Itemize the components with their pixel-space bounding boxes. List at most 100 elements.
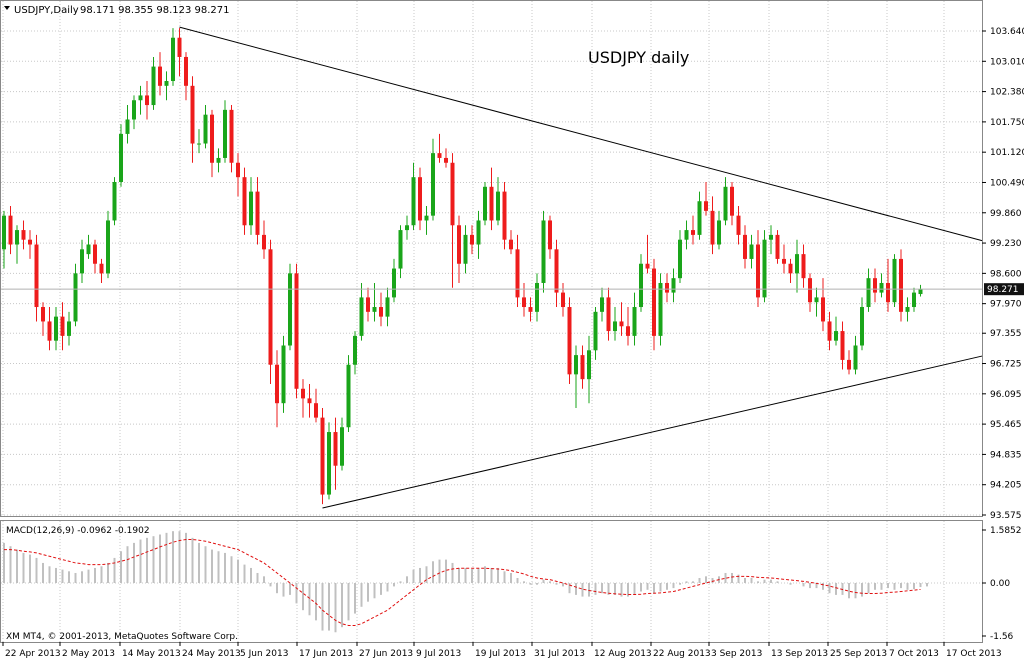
candle-bearish — [665, 273, 669, 303]
y-tick-label: 101.750 — [990, 118, 1024, 128]
candle-bullish — [138, 85, 143, 115]
candle-body — [918, 289, 923, 295]
x-tick-label: 31 Jul 2013 — [534, 649, 585, 659]
candle-body — [899, 258, 903, 312]
y-tick-label: 99.230 — [990, 239, 1022, 249]
candle-body — [411, 177, 416, 226]
candle-body — [691, 230, 695, 235]
candle-body — [158, 66, 162, 86]
candle-bullish — [340, 417, 344, 471]
candle-bearish — [210, 109, 214, 178]
candle-bullish — [632, 292, 637, 346]
y-tick-label: 95.465 — [990, 420, 1022, 430]
candle-body — [405, 225, 409, 231]
candle-body — [54, 316, 58, 341]
candle-body — [236, 162, 240, 178]
macd-tick-label: -1.56 — [990, 632, 1014, 642]
candle-bullish — [658, 273, 663, 346]
candle-bullish — [684, 220, 689, 250]
candle-body — [366, 297, 370, 312]
candle-bullish — [587, 335, 591, 404]
candle-body — [613, 321, 617, 332]
candle-bearish — [158, 52, 162, 96]
candle-body — [912, 292, 916, 308]
candle-bearish — [522, 282, 526, 317]
candle-body — [80, 249, 84, 274]
y-tick-label: 99.860 — [990, 209, 1022, 219]
candle-bullish — [80, 239, 84, 283]
candle-body — [392, 268, 396, 298]
triangle-down-icon[interactable] — [4, 6, 10, 10]
candle-body — [814, 297, 819, 303]
candle-bearish — [333, 417, 338, 490]
candle-bearish — [788, 258, 793, 283]
candle-body — [632, 307, 637, 336]
candle-bullish — [860, 297, 864, 351]
candle-bearish — [268, 239, 273, 384]
candle-bearish — [509, 230, 513, 255]
macd-axis: 1.5852 0.00 -1.56 — [982, 526, 1022, 642]
candle-bullish — [496, 177, 500, 226]
candle-body — [125, 119, 130, 134]
candle-bullish — [125, 105, 130, 144]
trendline[interactable] — [179, 26, 983, 242]
candle-body — [86, 244, 91, 255]
candle-bearish — [554, 239, 559, 308]
candle-bullish — [879, 273, 884, 298]
candle-bearish — [314, 388, 318, 423]
candle-bullish — [593, 307, 598, 360]
candle-body — [8, 215, 13, 245]
candle-body — [515, 249, 520, 298]
candle-bullish — [424, 206, 429, 235]
candle-bearish — [262, 220, 266, 259]
candle-body — [138, 95, 143, 101]
y-tick-label: 102.380 — [990, 88, 1024, 98]
candle-bearish — [307, 383, 312, 418]
candle-bullish — [151, 56, 156, 110]
candle-body — [203, 114, 208, 144]
candle-body — [73, 273, 78, 322]
candle-bullish — [203, 105, 208, 149]
candle-bearish — [710, 196, 715, 255]
candle-bullish — [106, 210, 110, 279]
candle-body — [658, 282, 663, 336]
y-tick-label: 101.120 — [990, 148, 1024, 158]
candle-body — [210, 114, 214, 163]
candle-bullish — [67, 311, 71, 346]
candle-bullish — [613, 307, 617, 341]
candle-body — [197, 143, 201, 145]
candle-bullish — [411, 162, 416, 231]
candle-body — [808, 278, 812, 303]
candle-body — [294, 273, 299, 389]
candle-body — [288, 273, 292, 346]
candle-body — [847, 359, 851, 370]
candle-bearish — [457, 215, 461, 283]
candle-body — [756, 244, 760, 298]
candle-bullish — [866, 268, 871, 312]
candle-body — [346, 364, 351, 428]
trendline[interactable] — [322, 355, 983, 509]
candle-bearish — [743, 225, 747, 269]
candle-body — [866, 278, 871, 308]
candle-bearish — [366, 287, 370, 322]
candle-body — [736, 215, 741, 235]
candle-body — [359, 297, 364, 336]
candle-body — [600, 297, 604, 312]
candle-bullish — [288, 263, 292, 351]
candle-body — [450, 162, 455, 226]
candle-body — [444, 157, 448, 163]
y-tick-label: 93.575 — [990, 511, 1022, 521]
candle-body — [489, 186, 494, 221]
chart-header: USDJPY,Daily 98.171 98.355 98.123 98.271 — [4, 5, 230, 16]
candle-bearish — [21, 220, 26, 250]
candle-bullish — [164, 71, 169, 101]
candle-body — [164, 81, 169, 86]
candle-bearish — [561, 282, 565, 317]
candle-body — [619, 321, 624, 327]
candle-bearish — [294, 263, 299, 399]
candle-bullish — [15, 225, 19, 264]
candle-bullish — [853, 335, 858, 375]
candle-bearish — [145, 81, 149, 120]
y-tick-label: 103.010 — [990, 57, 1024, 67]
candle-bearish — [899, 249, 903, 322]
